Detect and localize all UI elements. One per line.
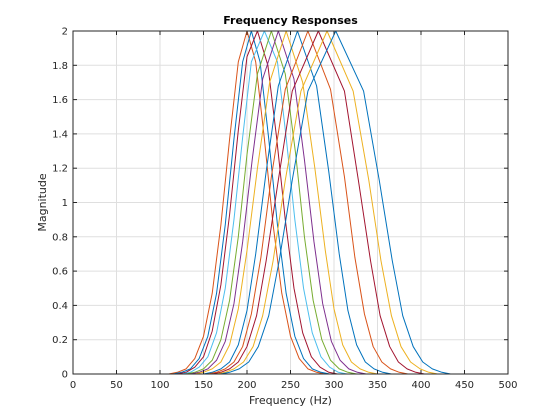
x-tick-label: 150 [194,380,213,391]
y-tick-label: 1.4 [52,129,68,140]
grid [72,30,509,375]
y-axis-label: Magnitude [36,173,49,232]
y-tick-label: 1.6 [52,95,68,106]
x-tick-label: 450 [455,380,474,391]
y-tick-label: 0.8 [52,232,68,243]
x-tick-label: 100 [150,380,169,391]
chart-title: Frequency Responses [223,14,358,27]
y-tick-label: 0.4 [52,301,68,312]
x-tick-label: 50 [110,380,123,391]
x-tick-label: 0 [70,380,76,391]
x-tick-label: 250 [281,380,300,391]
x-tick-label: 300 [324,380,343,391]
y-tick-label: 0.2 [52,335,68,346]
y-tick-label: 0 [62,370,68,381]
x-tick-label: 350 [368,380,387,391]
x-tick-label: 500 [498,380,517,391]
y-tick-label: 2 [62,27,68,38]
ticks: 0 50 100 150 200 250 300 350 400 450 500 0 0.2 0.4 0.6… [52,27,517,392]
x-tick-label: 400 [411,380,430,391]
x-axis-label: Frequency (Hz) [249,394,332,407]
y-tick-label: 1 [62,198,68,209]
x-tick-label: 200 [237,380,256,391]
y-tick-label: 1.2 [52,164,68,175]
y-tick-label: 0.6 [52,267,68,278]
y-tick-label: 1.8 [52,61,68,72]
